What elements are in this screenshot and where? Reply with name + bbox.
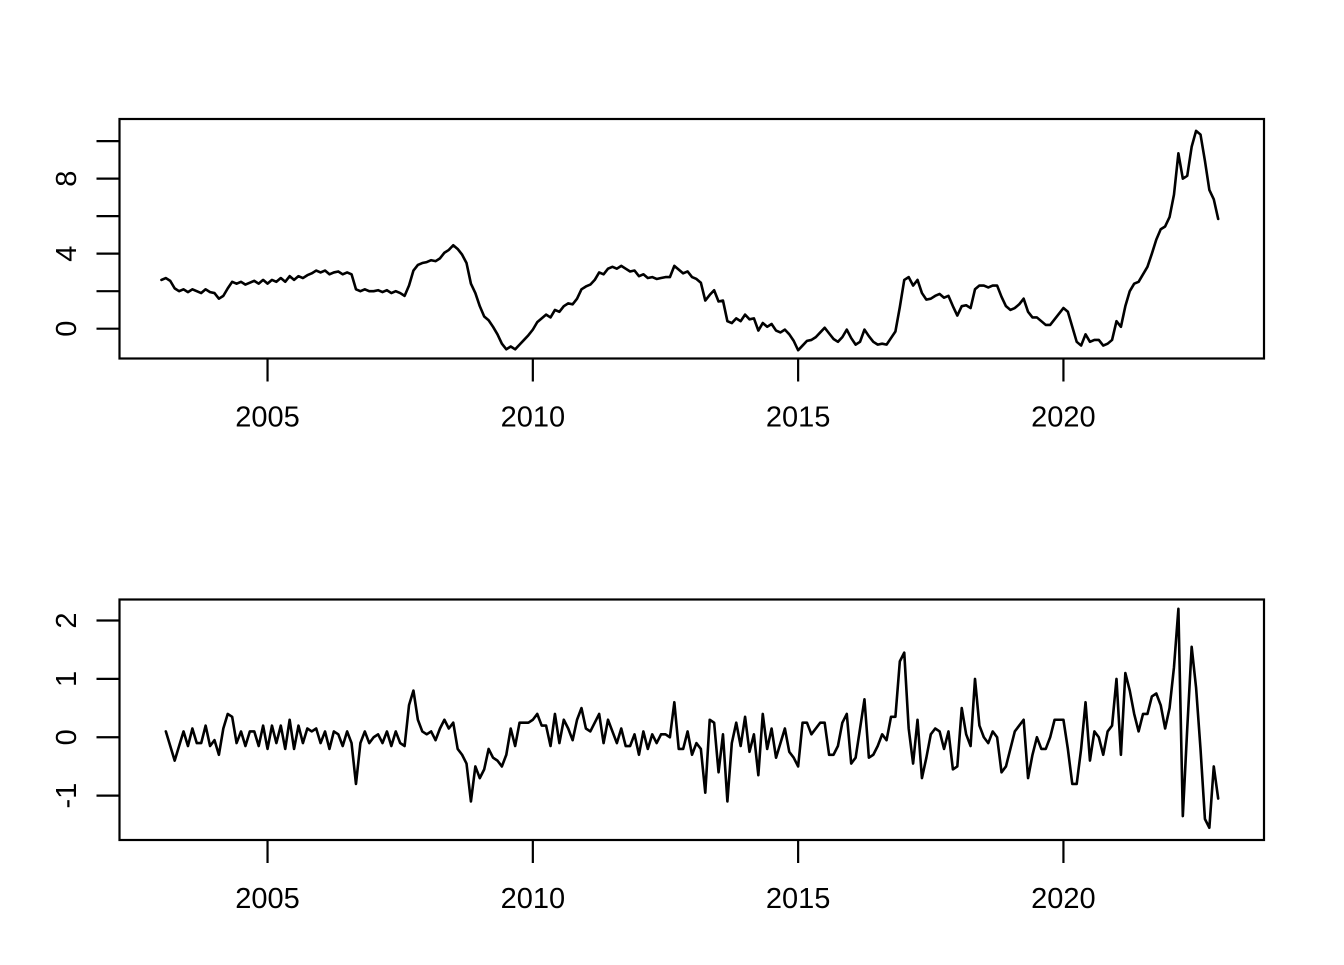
- top-y-tick-label: 8: [51, 171, 83, 187]
- bottom-y-tick-label: -1: [51, 783, 83, 809]
- bottom-x-tick-label: 2015: [766, 883, 831, 915]
- top-y-tick-label: 4: [51, 246, 83, 262]
- top-x-tick-label: 2015: [766, 402, 831, 434]
- bottom-x-tick-label: 2020: [1031, 883, 1096, 915]
- top-x-tick-label: 2020: [1031, 402, 1096, 434]
- bottom-series-line: [164, 607, 1220, 830]
- bottom-y-tick-label: 1: [51, 671, 83, 687]
- top-x-tick-label: 2005: [235, 402, 300, 434]
- top-panel-box: [118, 117, 1266, 360]
- bottom-x-tick-label: 2010: [501, 883, 566, 915]
- bottom-y-tick-label: 2: [51, 612, 83, 628]
- bottom-y-tick-label: 0: [51, 729, 83, 745]
- bottom-x-tick-label: 2005: [235, 883, 300, 915]
- top-y-tick-label: 0: [51, 321, 83, 337]
- top-series-line: [160, 129, 1220, 352]
- bottom-panel-box: [118, 598, 1266, 842]
- top-x-tick-label: 2010: [501, 402, 566, 434]
